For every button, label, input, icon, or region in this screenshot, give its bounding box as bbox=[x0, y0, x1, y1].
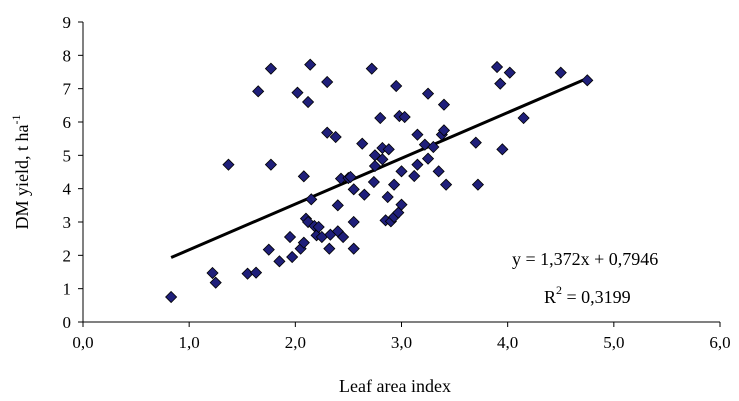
r-squared-sup: 2 bbox=[556, 283, 562, 297]
data-point bbox=[305, 193, 318, 206]
data-point bbox=[347, 183, 360, 196]
data-point bbox=[252, 85, 265, 98]
y-tick-label: 4 bbox=[63, 180, 72, 199]
data-point bbox=[494, 77, 507, 90]
x-tick-label: 3,0 bbox=[391, 333, 412, 352]
data-point bbox=[304, 58, 317, 71]
data-point bbox=[297, 236, 310, 249]
data-point bbox=[291, 86, 304, 99]
r-squared-main: R bbox=[544, 287, 556, 307]
data-point bbox=[496, 143, 509, 156]
data-point bbox=[347, 215, 360, 229]
tick-labels: 0 1 2 3 4 5 6 7 8 9 0,0 1,0 2,0 3,0 4,0 5,0 6,0 bbox=[63, 13, 731, 352]
data-point bbox=[517, 111, 530, 125]
data-point bbox=[381, 190, 394, 204]
y-tick-label: 7 bbox=[63, 80, 72, 99]
x-tick-label: 0,0 bbox=[72, 333, 93, 352]
x-tick-label: 2,0 bbox=[285, 333, 306, 352]
data-point bbox=[286, 250, 299, 264]
data-point bbox=[209, 276, 222, 289]
data-point bbox=[283, 230, 297, 244]
data-point bbox=[329, 130, 342, 144]
data-point bbox=[418, 138, 431, 151]
r-squared-label: R2 = 0,3199 bbox=[544, 283, 631, 307]
x-tick-label: 1,0 bbox=[179, 333, 200, 352]
data-point bbox=[469, 136, 482, 149]
data-point bbox=[421, 152, 435, 165]
data-point bbox=[503, 66, 516, 79]
r-squared-value: = 0,3199 bbox=[562, 287, 631, 307]
data-point bbox=[358, 188, 371, 201]
data-point bbox=[337, 230, 350, 244]
data-point bbox=[437, 98, 451, 111]
data-point bbox=[312, 220, 325, 234]
data-point bbox=[440, 178, 453, 191]
data-point bbox=[302, 95, 315, 109]
y-tick-label: 9 bbox=[63, 13, 72, 32]
y-axis-label-sup: -1 bbox=[9, 115, 23, 125]
y-axis-label: DM yield, t ha-1 bbox=[9, 115, 32, 230]
y-tick-label: 6 bbox=[63, 113, 72, 132]
data-point bbox=[264, 158, 277, 171]
data-points bbox=[165, 58, 594, 304]
data-point bbox=[427, 140, 440, 154]
trendline bbox=[170, 76, 589, 259]
y-tick-label: 5 bbox=[63, 146, 72, 165]
data-point bbox=[368, 159, 382, 173]
data-point bbox=[297, 170, 310, 183]
data-point bbox=[376, 153, 389, 166]
y-tick-label: 3 bbox=[63, 213, 72, 232]
trendline-group bbox=[170, 76, 589, 259]
data-point bbox=[471, 178, 485, 191]
data-point bbox=[437, 124, 451, 137]
data-point bbox=[165, 290, 178, 304]
trendline-equation: y = 1,372x + 0,7946 bbox=[512, 249, 658, 269]
x-axis-label: Leaf area index bbox=[339, 376, 451, 396]
x-tick-label: 4,0 bbox=[497, 333, 518, 352]
data-point bbox=[206, 266, 219, 280]
x-tick-label: 5,0 bbox=[603, 333, 624, 352]
data-point bbox=[321, 126, 334, 139]
data-point bbox=[273, 255, 286, 268]
data-point bbox=[347, 242, 360, 255]
data-point bbox=[581, 74, 594, 87]
data-point bbox=[411, 158, 424, 171]
data-point bbox=[554, 66, 567, 79]
data-point bbox=[408, 169, 421, 183]
data-point bbox=[367, 175, 380, 189]
data-point bbox=[395, 165, 408, 178]
y-axis-label-main: DM yield, t ha bbox=[12, 125, 32, 230]
data-point bbox=[432, 165, 445, 178]
data-point bbox=[356, 137, 369, 150]
data-point bbox=[374, 111, 387, 125]
data-point bbox=[382, 143, 395, 156]
data-point bbox=[421, 87, 435, 100]
y-tick-label: 1 bbox=[63, 280, 72, 299]
y-tick-label: 0 bbox=[63, 313, 72, 332]
data-point bbox=[331, 199, 344, 212]
data-point bbox=[390, 79, 403, 93]
data-point bbox=[323, 242, 336, 255]
data-point bbox=[388, 178, 401, 191]
data-point bbox=[222, 158, 235, 171]
data-point bbox=[262, 243, 275, 256]
data-point bbox=[249, 266, 263, 279]
data-point bbox=[365, 62, 378, 75]
axes bbox=[78, 21, 721, 327]
y-tick-label: 2 bbox=[63, 246, 72, 265]
data-point bbox=[344, 170, 357, 184]
data-point bbox=[264, 62, 277, 75]
data-point bbox=[395, 198, 408, 211]
y-tick-label: 8 bbox=[63, 46, 72, 65]
x-tick-label: 6,0 bbox=[709, 333, 730, 352]
data-point bbox=[411, 128, 424, 141]
data-point bbox=[321, 75, 334, 89]
data-point bbox=[398, 110, 411, 124]
data-point bbox=[490, 60, 504, 74]
